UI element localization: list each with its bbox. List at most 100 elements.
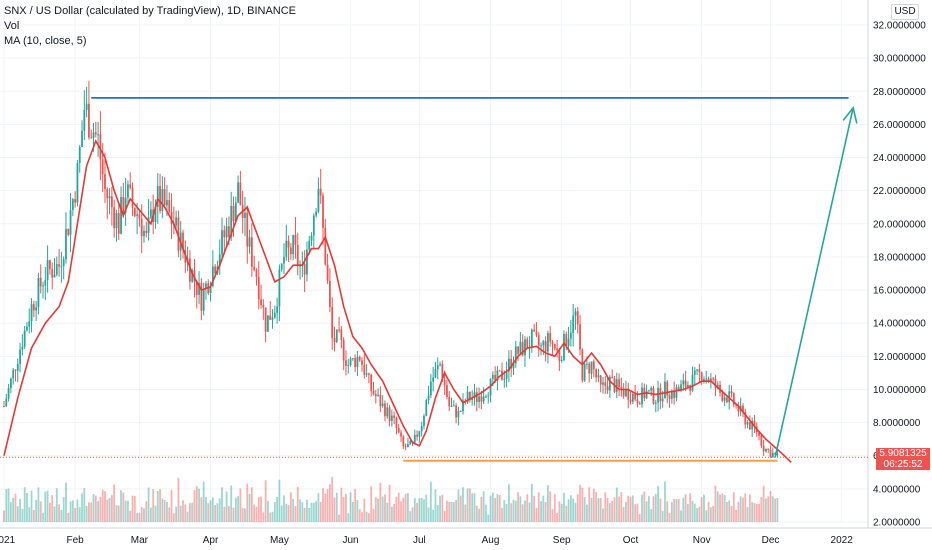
- candle-body: [560, 359, 563, 361]
- volume-bar: [195, 486, 198, 522]
- price-tick-label: 28.0000000: [873, 87, 926, 98]
- candle-body: [85, 103, 88, 111]
- candle-body: [611, 376, 614, 379]
- candle-body: [46, 260, 49, 280]
- volume-bar: [260, 496, 262, 522]
- volume-bar: [409, 511, 412, 522]
- candle-body: [563, 333, 565, 360]
- volume-bar: [510, 503, 513, 522]
- candle-body: [108, 196, 111, 199]
- volume-bar: [78, 507, 81, 522]
- ma-legend: MA (10, close, 5): [4, 35, 87, 47]
- candle-body: [71, 199, 74, 211]
- candle-body: [340, 329, 343, 341]
- candle-body: [188, 258, 191, 282]
- volume-bar: [760, 496, 763, 522]
- volume-bar: [44, 491, 47, 522]
- volume-bar: [776, 498, 779, 522]
- projection-arrow-head: [842, 106, 858, 124]
- volume-bar: [65, 482, 67, 522]
- candle-body: [517, 346, 519, 354]
- candle-body: [104, 174, 106, 190]
- price-tick-label: 24.0000000: [873, 153, 926, 164]
- volume-bar: [767, 496, 770, 522]
- candle-body: [347, 365, 350, 367]
- volume-bar: [638, 514, 641, 522]
- volume-bar: [108, 497, 111, 522]
- volume-bar: [459, 495, 462, 522]
- volume-bar: [214, 505, 217, 522]
- volume-bar: [356, 500, 359, 522]
- candle-body: [287, 240, 290, 248]
- candle-body: [143, 230, 145, 237]
- volume-bar: [14, 493, 17, 522]
- volume-bar: [71, 500, 74, 522]
- candle-body: [654, 402, 657, 404]
- candle-body: [551, 341, 554, 344]
- candle-body: [776, 454, 779, 456]
- price-tick-label: 26.0000000: [873, 120, 926, 131]
- candle-body: [81, 130, 83, 148]
- volume-bar: [218, 498, 221, 522]
- candle-body: [90, 137, 93, 139]
- volume-bar: [429, 481, 432, 522]
- candle-body: [689, 384, 692, 391]
- volume-bar: [537, 492, 540, 522]
- volume-bar: [418, 498, 421, 522]
- volume-bar: [530, 483, 533, 522]
- time-tick-label: Nov: [693, 535, 711, 546]
- candle-body: [395, 417, 398, 428]
- candle-body: [712, 378, 715, 380]
- candle-body: [65, 229, 67, 260]
- volume-bar: [487, 514, 490, 522]
- volume-bar: [209, 500, 212, 522]
- volume-bar: [328, 484, 331, 522]
- candle-body: [661, 398, 664, 402]
- price-tick-label: 2.0000000: [873, 518, 921, 529]
- volume-bar: [579, 484, 581, 522]
- candle-body: [700, 372, 703, 381]
- volume-bar: [549, 491, 552, 522]
- candle-body: [774, 452, 777, 455]
- volume-bar: [602, 508, 604, 522]
- candle-body: [35, 307, 38, 311]
- volume-bar: [163, 499, 166, 522]
- candle-body: [604, 382, 607, 387]
- candle-body: [709, 378, 712, 383]
- volume-bar: [393, 504, 396, 522]
- currency-label[interactable]: USD: [891, 4, 919, 20]
- candle-body: [687, 384, 689, 388]
- candle-body: [489, 378, 492, 396]
- candle-body: [374, 393, 377, 396]
- volume-bar: [273, 502, 276, 522]
- candle-body: [744, 412, 747, 425]
- candle-body: [351, 358, 354, 360]
- candle-body: [345, 360, 347, 366]
- candle-body: [209, 285, 212, 294]
- candle-body: [407, 444, 409, 448]
- candle-body: [542, 341, 545, 346]
- candle-body: [615, 379, 618, 392]
- candle-body: [267, 315, 269, 332]
- volume-bar: [402, 497, 405, 522]
- volume-bar: [443, 510, 446, 522]
- volume-bar: [306, 499, 308, 522]
- volume-bar: [732, 492, 735, 522]
- volume-bar: [129, 510, 132, 522]
- volume-bar: [386, 502, 389, 522]
- candle-body: [427, 395, 430, 401]
- volume-bar: [262, 512, 265, 522]
- volume-bar: [42, 512, 44, 522]
- candle-body: [537, 335, 540, 346]
- candle-body: [3, 406, 5, 408]
- candle-body: [127, 184, 129, 198]
- volume-bar: [90, 502, 93, 522]
- volume-bar: [735, 509, 738, 522]
- volume-bar: [9, 502, 12, 522]
- candle-body: [131, 187, 134, 208]
- volume-bar: [501, 507, 503, 522]
- candle-body: [342, 340, 345, 361]
- candle-body: [37, 278, 40, 308]
- projection-arrow: [774, 107, 854, 458]
